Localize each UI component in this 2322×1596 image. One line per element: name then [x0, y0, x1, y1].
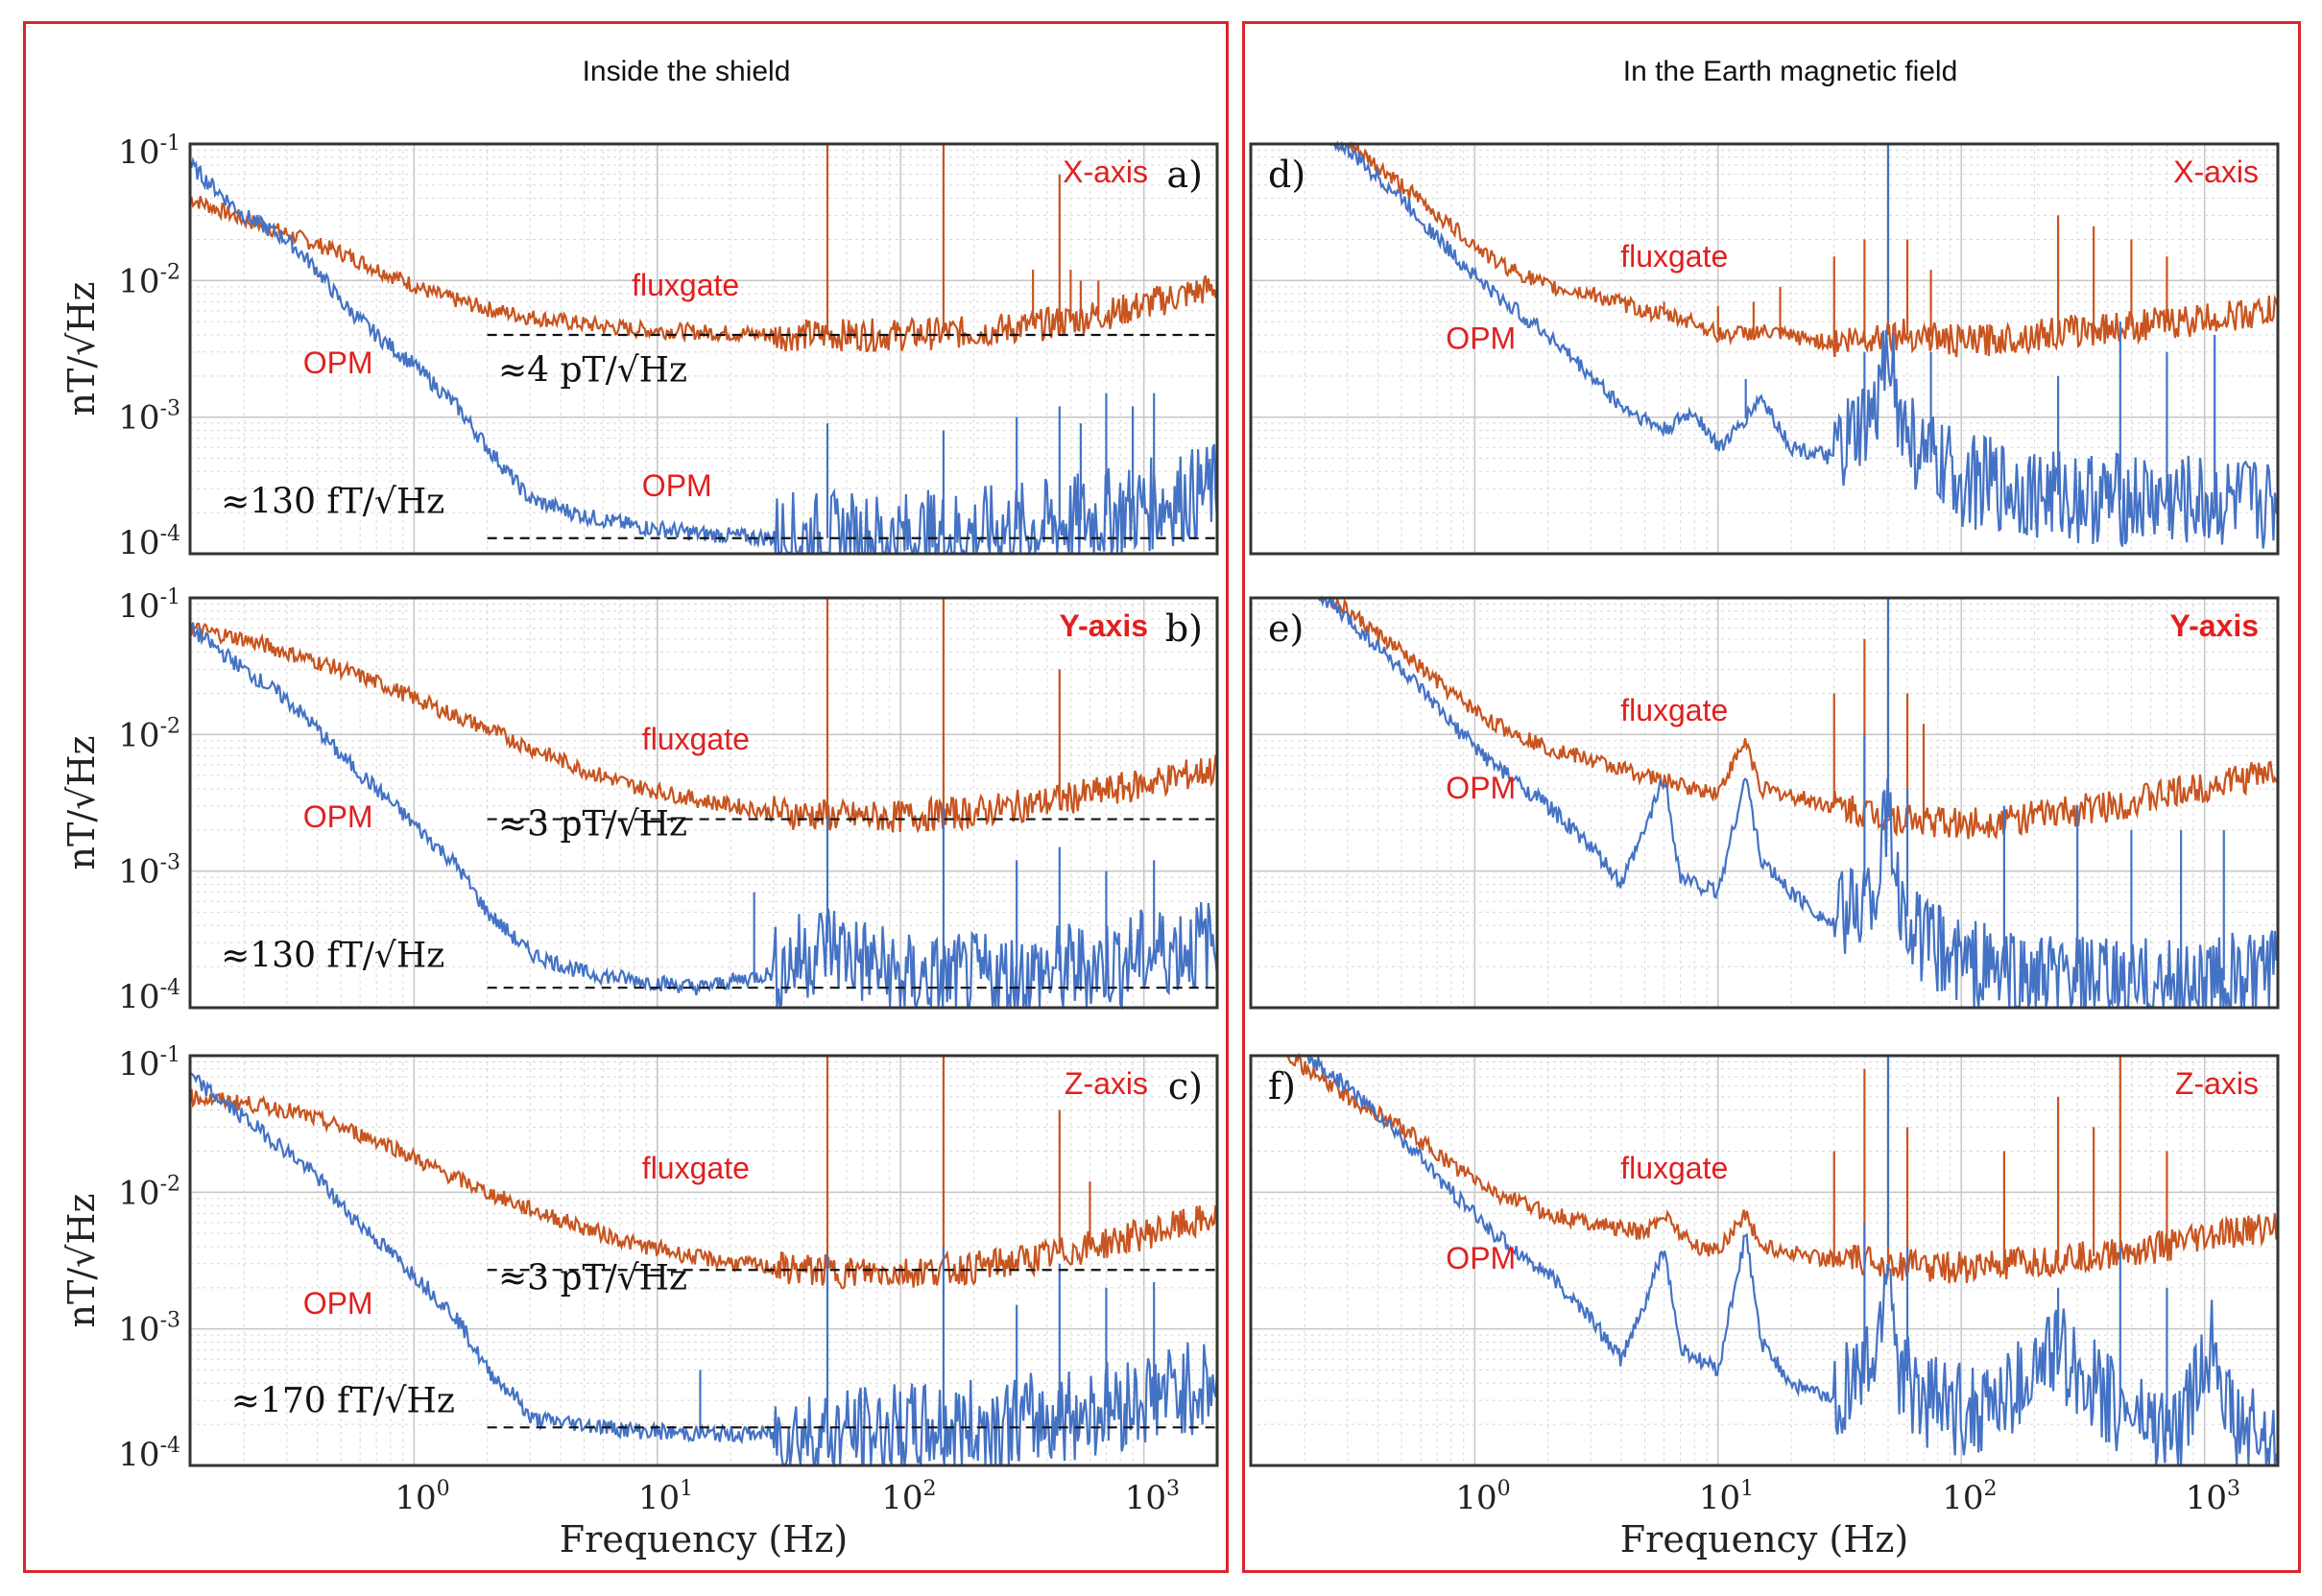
- y-tick-label: 10-4: [118, 1434, 180, 1474]
- plot-frame: [1249, 142, 2280, 556]
- panel-letter: a): [1167, 154, 1203, 196]
- x-tick-label: 101: [1699, 1477, 1754, 1517]
- panel-letter: d): [1268, 154, 1305, 196]
- panel-f: fluxgate OPM Z-axis f) 100 101 102 103 Frequency…: [1249, 1052, 2280, 1560]
- annotation-fluxgate: fluxgate: [1620, 239, 1728, 274]
- axis-name-label: X-axis: [2173, 155, 2259, 189]
- annotation-fluxgate: fluxgate: [1620, 693, 1728, 727]
- panel-letter: f): [1268, 1065, 1296, 1108]
- panel-c: ≈3 pT/√Hz ≈170 fT/√Hz fluxgate OPM Z-axis c) 1…: [60, 1043, 1219, 1560]
- annotation-opm: OPM: [303, 345, 373, 380]
- x-tick-label: 100: [1455, 1477, 1510, 1517]
- plot-area: [190, 1056, 1217, 1465]
- reference-label: ≈130 fT/√Hz: [221, 482, 444, 521]
- annotation-fluxgate: fluxgate: [1620, 1151, 1728, 1185]
- reference-label: ≈3 pT/√Hz: [498, 1258, 687, 1298]
- axis-name-label: Z-axis: [2175, 1066, 2259, 1101]
- plot-frame: [188, 1054, 1219, 1467]
- axis-name-label: Z-axis: [1065, 1066, 1148, 1101]
- opm-curve: [189, 1072, 1219, 1468]
- reference-label: ≈170 fT/√Hz: [231, 1381, 455, 1420]
- right-group-title: In the Earth magnetic field: [1622, 56, 1958, 87]
- opm-curve: [189, 622, 1219, 1011]
- y-tick-label: 10-1: [118, 131, 180, 172]
- axis-name-label: Y-axis: [2169, 608, 2259, 643]
- panel-letter: c): [1168, 1065, 1203, 1108]
- opm-curve: [189, 156, 1219, 556]
- annotation-fluxgate: fluxgate: [632, 268, 739, 302]
- axis-name-label: X-axis: [1063, 155, 1148, 189]
- opm-curve: [1251, 595, 2280, 1011]
- panel-b: ≈3 pT/√Hz ≈130 fT/√Hz fluxgate OPM Y-axis b) 1…: [60, 585, 1219, 1016]
- x-tick-label: 102: [881, 1477, 936, 1517]
- fluxgate-curve: [1251, 140, 2280, 358]
- y-tick-label: 10-1: [118, 1043, 180, 1084]
- x-axis-title: Frequency (Hz): [1620, 1518, 1908, 1560]
- y-tick-label: 10-4: [118, 976, 180, 1016]
- y-axis-title: nT/√Hz: [60, 282, 103, 417]
- fluxgate-curve: [1251, 1052, 2280, 1284]
- panel-letter: e): [1268, 607, 1304, 650]
- right-group-box: [1242, 21, 2301, 1573]
- y-tick-label: 10-3: [118, 1309, 180, 1349]
- annotation-fluxgate: fluxgate: [642, 1151, 750, 1185]
- panel-d: fluxgate OPM X-axis d): [1249, 140, 2280, 556]
- annotation-opm: OPM: [1446, 771, 1516, 805]
- left-group-box: [23, 21, 1229, 1573]
- annotation-opm: OPM: [1446, 1241, 1516, 1275]
- plot-frame: [1249, 1054, 2280, 1467]
- y-tick-label: 10-2: [118, 714, 180, 754]
- y-tick-label: 10-4: [118, 522, 180, 562]
- grid: [1251, 598, 2279, 1009]
- opm-curve: [1251, 140, 2280, 549]
- panel-e: fluxgate OPM Y-axis e): [1249, 595, 2280, 1011]
- plot-frame: [188, 596, 1219, 1010]
- y-tick-label: 10-1: [118, 585, 180, 626]
- panel-letter: b): [1165, 607, 1203, 650]
- y-axis-title: nT/√Hz: [60, 736, 103, 870]
- y-tick-label: 10-2: [118, 260, 180, 300]
- y-tick-label: 10-3: [118, 851, 180, 892]
- x-tick-label: 103: [1125, 1477, 1180, 1517]
- annotation-opm: OPM: [642, 468, 712, 503]
- x-tick-label: 102: [1942, 1477, 1997, 1517]
- x-axis-title: Frequency (Hz): [560, 1518, 848, 1560]
- plot-frame: [1249, 596, 2280, 1010]
- annotation-opm: OPM: [303, 1286, 373, 1321]
- y-tick-label: 10-3: [118, 397, 180, 438]
- plot-frame: [188, 142, 1219, 556]
- fluxgate-curve: [188, 1088, 1219, 1290]
- annotation-opm: OPM: [303, 799, 373, 834]
- opm-curve: [1251, 1054, 2280, 1465]
- reference-label: ≈130 fT/√Hz: [221, 936, 444, 975]
- y-axis-title: nT/√Hz: [60, 1194, 103, 1328]
- reference-label: ≈3 pT/√Hz: [498, 805, 687, 845]
- plot-area: [1251, 598, 2278, 1008]
- y-tick-label: 10-2: [118, 1172, 180, 1212]
- reference-label: ≈4 pT/√Hz: [498, 351, 687, 391]
- x-tick-label: 101: [638, 1477, 693, 1517]
- annotation-opm: OPM: [1446, 322, 1516, 356]
- x-tick-label: 100: [395, 1477, 449, 1517]
- left-group-title: Inside the shield: [582, 56, 791, 87]
- panel-a: ≈4 pT/√Hz ≈130 fT/√Hz fluxgate OPM OPM X-axis…: [60, 131, 1219, 562]
- fluxgate-curve: [188, 622, 1219, 834]
- x-tick-label: 103: [2186, 1477, 2240, 1517]
- axis-name-label: Y-axis: [1059, 608, 1148, 643]
- annotation-fluxgate: fluxgate: [642, 722, 750, 756]
- fluxgate-curve: [1251, 596, 2279, 841]
